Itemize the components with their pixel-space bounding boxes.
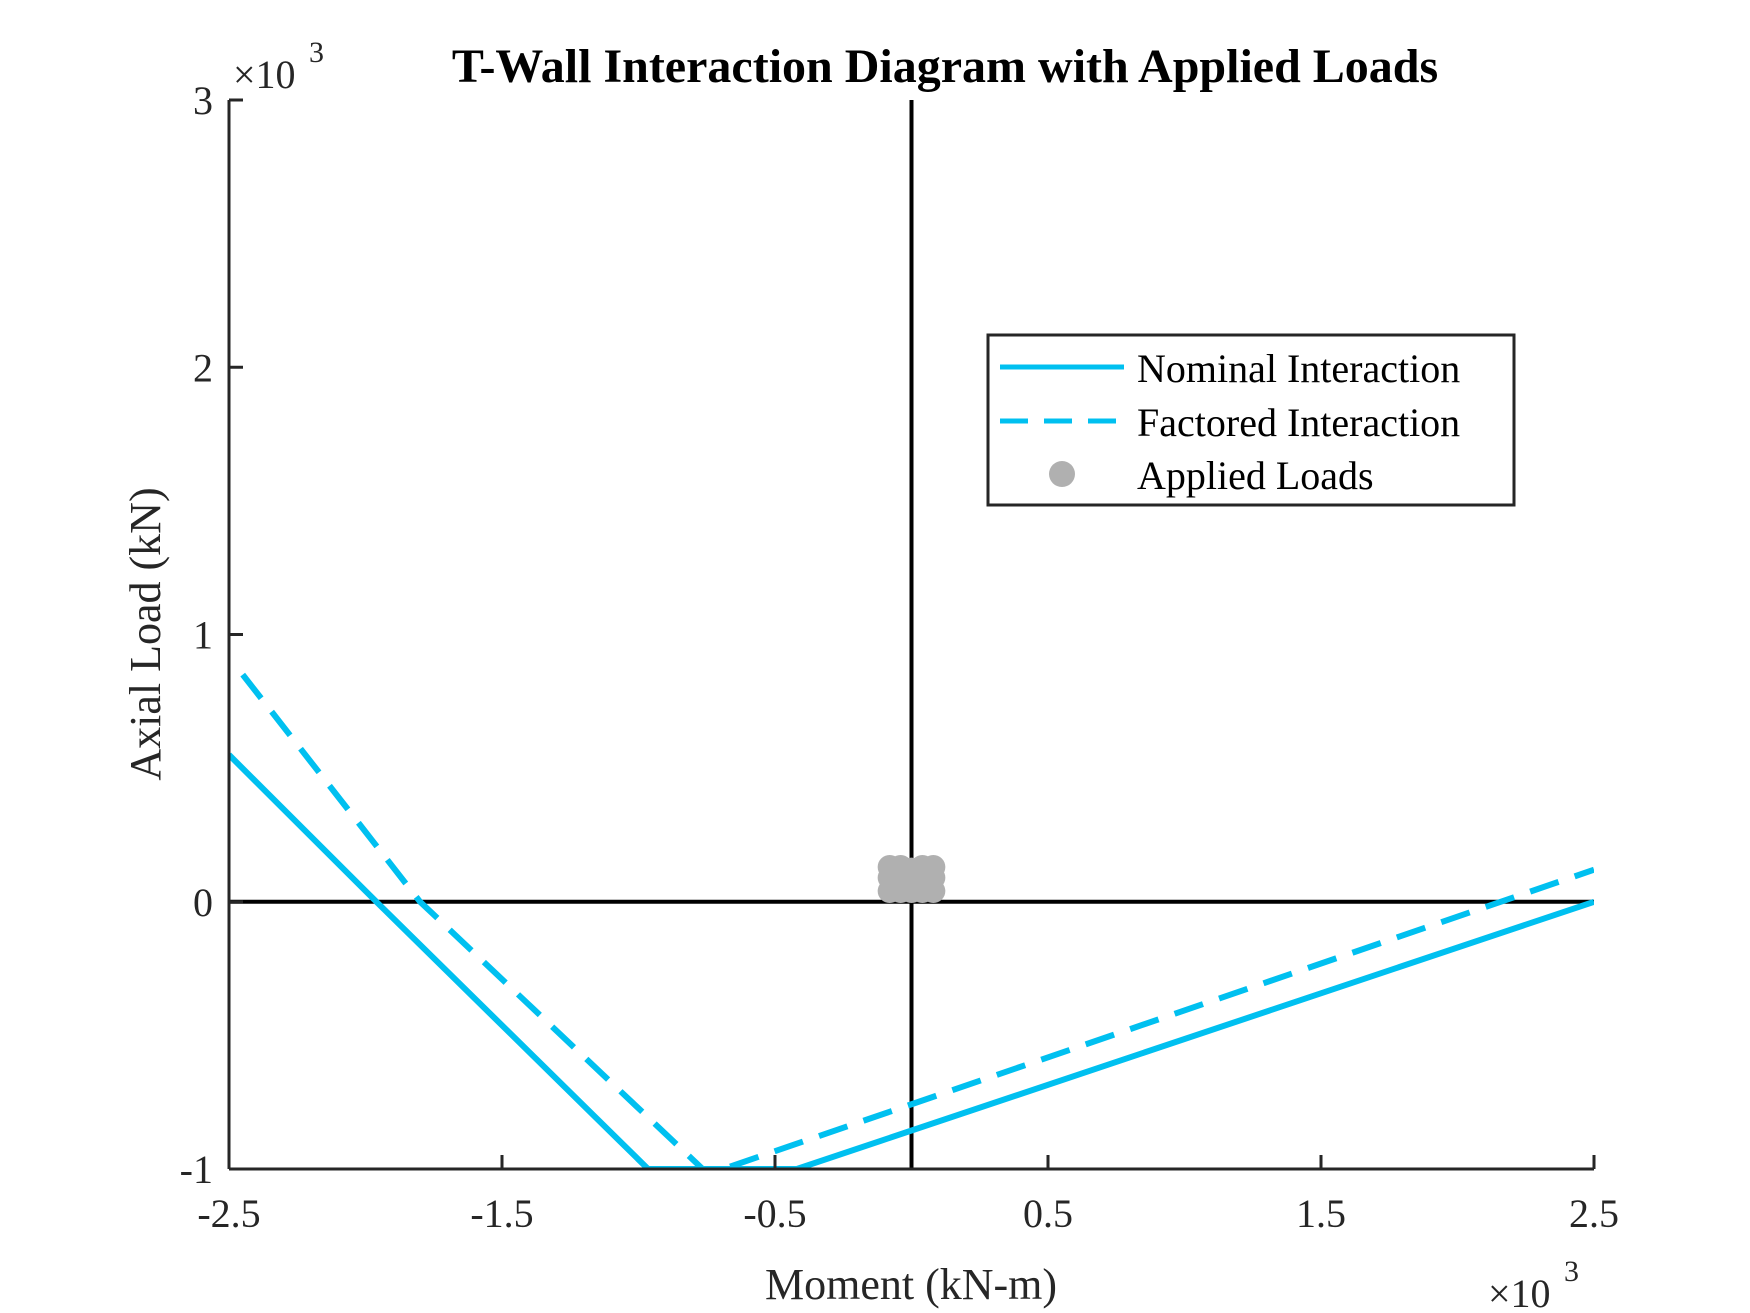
x-tick-label: 2.5 bbox=[1569, 1191, 1619, 1236]
x-tick-label: 0.5 bbox=[1023, 1191, 1073, 1236]
legend-label-applied: Applied Loads bbox=[1137, 453, 1374, 498]
y-tick-label: 2 bbox=[193, 345, 213, 390]
x-multiplier-base: ×10 bbox=[1488, 1271, 1551, 1313]
legend-label-factored: Factored Interaction bbox=[1137, 400, 1460, 445]
plot-data-layer bbox=[229, 100, 1594, 1169]
legend: Nominal Interaction Factored Interaction… bbox=[986, 333, 1516, 507]
x-multiplier-exponent: 3 bbox=[1564, 1255, 1579, 1288]
x-multiplier: ×10 3 bbox=[1488, 1255, 1579, 1313]
factored-interaction-line bbox=[240, 672, 1594, 1169]
y-tick-label: 1 bbox=[193, 613, 213, 658]
y-tick-label: -1 bbox=[180, 1147, 213, 1192]
x-tick-label: 1.5 bbox=[1296, 1191, 1346, 1236]
nominal-interaction-line bbox=[229, 752, 1594, 1169]
x-ticks: -2.5 -1.5 -0.5 0.5 1.5 2.5 bbox=[197, 1155, 1619, 1236]
y-tick-label: 3 bbox=[193, 78, 213, 123]
y-multiplier-base: ×10 bbox=[233, 52, 296, 97]
y-ticks: -1 0 1 2 3 bbox=[180, 78, 243, 1192]
chart-title: T-Wall Interaction Diagram with Applied … bbox=[452, 40, 1438, 93]
x-axis-label: Moment (kN-m) bbox=[765, 1260, 1057, 1309]
legend-label-nominal: Nominal Interaction bbox=[1137, 346, 1460, 391]
legend-marker-applied bbox=[1049, 461, 1075, 487]
x-tick-label: -1.5 bbox=[470, 1191, 533, 1236]
x-tick-label: -0.5 bbox=[743, 1191, 806, 1236]
x-tick-label: -2.5 bbox=[197, 1191, 260, 1236]
legend-box bbox=[986, 333, 1516, 507]
y-tick-label: 0 bbox=[193, 880, 213, 925]
applied-load-point bbox=[921, 855, 946, 880]
y-multiplier-exponent: 3 bbox=[309, 36, 324, 69]
y-axis-label: Axial Load (kN) bbox=[121, 487, 170, 780]
y-multiplier: ×10 3 bbox=[233, 36, 324, 97]
